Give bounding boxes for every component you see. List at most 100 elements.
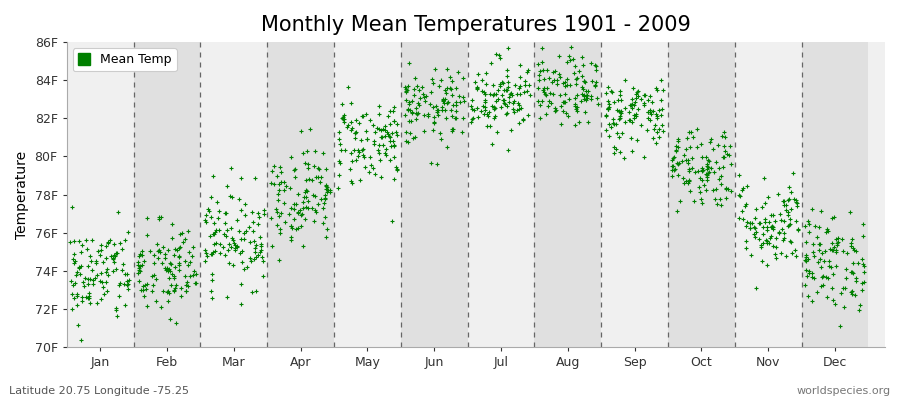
Point bbox=[150, 240, 165, 247]
Point bbox=[815, 250, 830, 256]
Point bbox=[410, 110, 425, 116]
Point bbox=[533, 102, 547, 108]
Point bbox=[118, 302, 132, 308]
Point bbox=[501, 84, 516, 90]
Point bbox=[478, 99, 492, 106]
Point bbox=[156, 288, 170, 294]
Point bbox=[320, 186, 334, 192]
Point bbox=[277, 200, 292, 207]
Point bbox=[85, 258, 99, 264]
Point bbox=[266, 168, 280, 174]
Point bbox=[607, 150, 621, 156]
Point bbox=[298, 204, 312, 211]
Point bbox=[777, 218, 791, 224]
Point bbox=[448, 99, 463, 105]
Point bbox=[298, 216, 312, 222]
Point bbox=[101, 272, 115, 279]
Point bbox=[493, 83, 508, 89]
Point bbox=[641, 114, 655, 121]
Point bbox=[749, 285, 763, 291]
Point bbox=[434, 77, 448, 84]
Point bbox=[401, 118, 416, 124]
Point bbox=[94, 242, 109, 248]
Point bbox=[246, 228, 260, 234]
Point bbox=[732, 215, 746, 222]
Point bbox=[378, 133, 392, 140]
Point bbox=[777, 235, 791, 242]
Point bbox=[782, 195, 796, 202]
Point bbox=[562, 57, 577, 63]
Point bbox=[478, 107, 492, 113]
Point bbox=[546, 68, 561, 75]
Point bbox=[464, 102, 479, 109]
Point bbox=[66, 256, 80, 262]
Point bbox=[819, 274, 833, 280]
Point bbox=[683, 188, 698, 194]
Point bbox=[63, 239, 77, 246]
Point bbox=[146, 282, 160, 288]
Point bbox=[845, 236, 859, 242]
Point bbox=[512, 106, 526, 112]
Point bbox=[112, 293, 126, 299]
Point bbox=[617, 155, 632, 161]
Point bbox=[631, 106, 645, 112]
Point bbox=[429, 161, 444, 167]
Point bbox=[805, 206, 819, 212]
Point bbox=[810, 234, 824, 240]
Bar bbox=[668, 42, 734, 347]
Point bbox=[801, 270, 815, 276]
Point bbox=[514, 105, 528, 111]
Point bbox=[134, 286, 148, 293]
Point bbox=[545, 91, 560, 97]
Point bbox=[376, 142, 391, 149]
Point bbox=[747, 224, 761, 230]
Point bbox=[243, 239, 257, 246]
Point bbox=[749, 206, 763, 212]
Point bbox=[90, 272, 104, 278]
Point bbox=[518, 82, 532, 88]
Point bbox=[345, 125, 359, 132]
Point bbox=[606, 89, 620, 95]
Point bbox=[89, 260, 104, 266]
Point bbox=[570, 91, 584, 98]
Point bbox=[562, 82, 577, 88]
Point bbox=[695, 154, 709, 160]
Point bbox=[367, 138, 382, 144]
Point bbox=[648, 85, 662, 92]
Point bbox=[681, 129, 696, 136]
Point bbox=[538, 92, 553, 99]
Point bbox=[626, 101, 640, 107]
Y-axis label: Temperature: Temperature bbox=[15, 150, 29, 239]
Point bbox=[398, 112, 412, 119]
Point bbox=[799, 238, 814, 245]
Point bbox=[80, 246, 94, 252]
Point bbox=[356, 146, 370, 153]
Point bbox=[611, 97, 625, 103]
Point bbox=[484, 59, 499, 66]
Point bbox=[387, 176, 401, 182]
Point bbox=[478, 91, 492, 97]
Point bbox=[740, 183, 754, 190]
Point bbox=[399, 89, 413, 95]
Point bbox=[824, 285, 839, 291]
Point bbox=[772, 210, 787, 217]
Point bbox=[641, 97, 655, 103]
Point bbox=[445, 113, 459, 119]
Point bbox=[695, 165, 709, 172]
Point bbox=[252, 214, 266, 220]
Point bbox=[390, 121, 404, 128]
Point bbox=[650, 86, 664, 93]
Point bbox=[742, 225, 757, 232]
Point bbox=[256, 273, 270, 280]
Point bbox=[428, 66, 443, 72]
Point bbox=[135, 252, 149, 258]
Point bbox=[174, 244, 188, 250]
Point bbox=[763, 235, 778, 241]
Point bbox=[284, 222, 299, 229]
Point bbox=[160, 288, 175, 295]
Point bbox=[777, 202, 791, 208]
Point bbox=[624, 134, 638, 141]
Point bbox=[204, 194, 219, 200]
Point bbox=[218, 220, 232, 226]
Point bbox=[533, 68, 547, 74]
